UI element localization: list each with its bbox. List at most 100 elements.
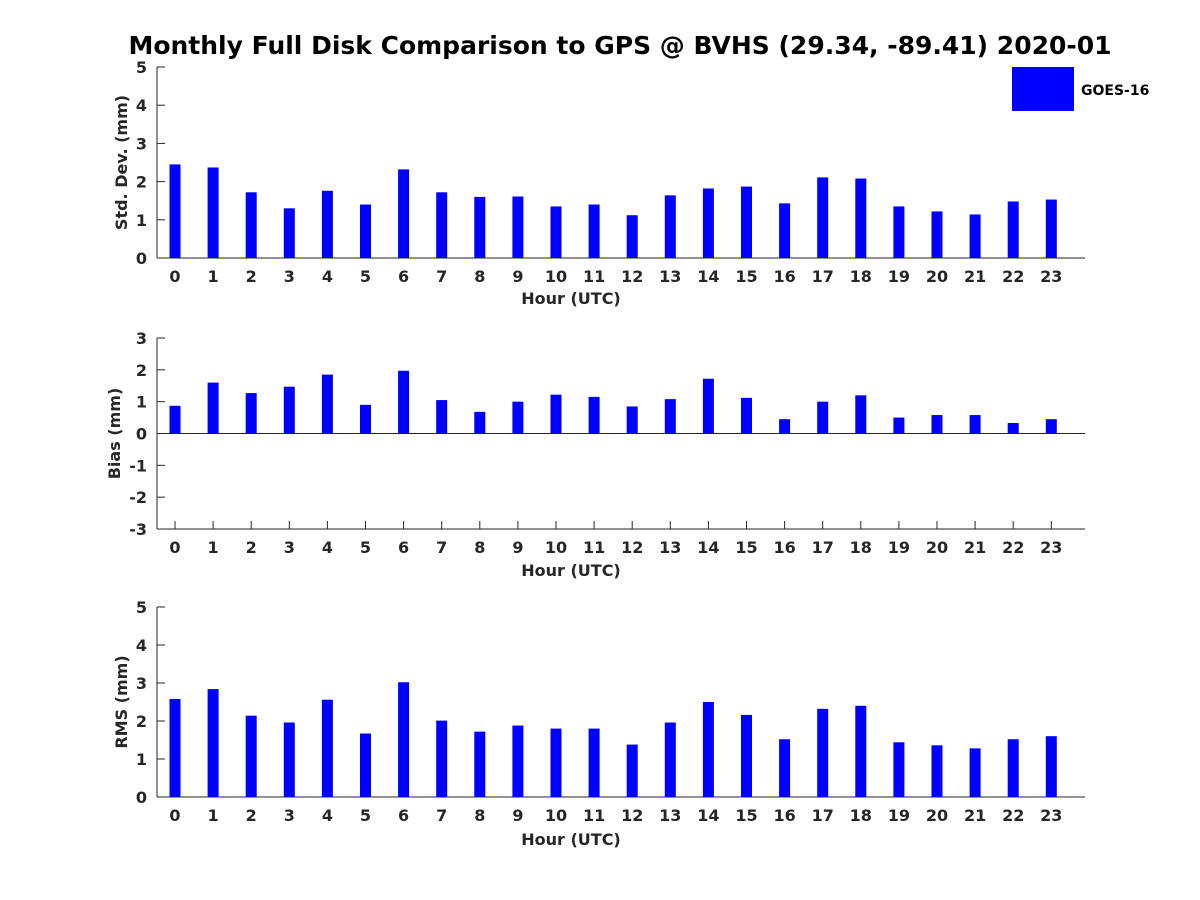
bar xyxy=(512,401,524,434)
x-tick-label: 7 xyxy=(436,806,447,825)
bar xyxy=(1045,736,1057,797)
x-tick-label: 16 xyxy=(773,267,795,286)
y-tick-label: 1 xyxy=(136,211,147,230)
bar xyxy=(1045,199,1057,258)
y-tick-label: 3 xyxy=(136,674,147,693)
bar xyxy=(321,374,333,434)
bar xyxy=(969,214,981,258)
x-tick-label: 13 xyxy=(659,538,681,557)
y-tick-label: 3 xyxy=(136,329,147,348)
y-tick-label: 3 xyxy=(136,134,147,153)
bar xyxy=(855,178,867,258)
bar xyxy=(474,411,486,434)
x-tick-label: 13 xyxy=(659,267,681,286)
bar xyxy=(207,382,219,434)
bar xyxy=(169,405,181,434)
y-tick-label: -2 xyxy=(129,488,147,507)
bar xyxy=(588,728,600,797)
x-tick-label: 4 xyxy=(322,538,333,557)
x-tick-label: 11 xyxy=(583,267,605,286)
bar xyxy=(931,415,943,434)
bar xyxy=(1007,201,1019,258)
y-tick-label: 0 xyxy=(136,425,147,444)
x-tick-label: 20 xyxy=(926,806,948,825)
x-tick-label: 0 xyxy=(169,538,180,557)
bar xyxy=(245,715,257,797)
bar xyxy=(512,725,524,797)
bar xyxy=(436,720,448,797)
x-tick-label: 5 xyxy=(360,806,371,825)
x-tick-label: 1 xyxy=(208,267,219,286)
bar xyxy=(664,195,676,258)
bar xyxy=(969,748,981,797)
bar xyxy=(321,699,333,797)
x-tick-label: 21 xyxy=(964,806,986,825)
bar xyxy=(817,401,829,434)
x-tick-label: 17 xyxy=(812,267,834,286)
x-tick-label: 23 xyxy=(1040,267,1062,286)
x-tick-label: 10 xyxy=(545,267,567,286)
bar xyxy=(169,698,181,797)
x-tick-label: 19 xyxy=(888,267,910,286)
x-tick-label: 19 xyxy=(888,806,910,825)
bar xyxy=(512,196,524,258)
bar xyxy=(855,395,867,434)
x-tick-label: 6 xyxy=(398,267,409,286)
bar xyxy=(360,404,371,434)
bar xyxy=(436,192,448,258)
x-tick-label: 18 xyxy=(850,538,872,557)
x-tick-label: 10 xyxy=(545,806,567,825)
legend-label: GOES-16 xyxy=(1081,83,1149,99)
x-tick-label: 16 xyxy=(773,806,795,825)
bar xyxy=(779,203,791,258)
x-tick-label: 3 xyxy=(284,806,295,825)
bar xyxy=(893,742,905,797)
x-tick-label: 15 xyxy=(735,806,757,825)
legend-swatch xyxy=(1012,67,1074,111)
x-tick-label: 0 xyxy=(169,806,180,825)
x-tick-label: 0 xyxy=(169,267,180,286)
y-axis-label: RMS (mm) xyxy=(112,655,131,748)
bar xyxy=(207,167,219,258)
x-tick-label: 7 xyxy=(436,267,447,286)
x-tick-label: 21 xyxy=(964,267,986,286)
x-tick-label: 20 xyxy=(926,267,948,286)
x-tick-label: 22 xyxy=(1002,267,1024,286)
x-tick-label: 6 xyxy=(398,806,409,825)
x-tick-label: 2 xyxy=(246,806,257,825)
bar xyxy=(626,744,638,797)
bar xyxy=(779,419,791,434)
bar xyxy=(702,378,714,434)
bar xyxy=(474,196,486,258)
x-tick-label: 12 xyxy=(621,538,643,557)
bar xyxy=(588,204,600,258)
bar xyxy=(702,188,714,258)
bar xyxy=(474,731,486,797)
x-tick-label: 15 xyxy=(735,538,757,557)
x-tick-label: 8 xyxy=(474,267,485,286)
bar xyxy=(779,739,791,797)
x-tick-label: 14 xyxy=(697,538,719,557)
bar xyxy=(550,394,562,434)
x-tick-label: 3 xyxy=(284,538,295,557)
bar xyxy=(893,206,905,258)
x-tick-label: 7 xyxy=(436,538,447,557)
bar xyxy=(741,714,752,797)
x-tick-label: 14 xyxy=(697,806,719,825)
bar xyxy=(702,702,714,797)
x-tick-label: 15 xyxy=(735,267,757,286)
legend: GOES-16 xyxy=(1012,67,1149,111)
x-tick-label: 5 xyxy=(360,267,371,286)
bar xyxy=(169,164,181,258)
x-tick-label: 8 xyxy=(474,806,485,825)
bar xyxy=(931,745,943,797)
x-tick-label: 23 xyxy=(1040,806,1062,825)
y-tick-label: 5 xyxy=(136,598,147,617)
y-tick-label: 2 xyxy=(136,173,147,192)
x-tick-label: 16 xyxy=(773,538,795,557)
x-tick-label: 12 xyxy=(621,806,643,825)
x-tick-label: 18 xyxy=(850,267,872,286)
x-tick-label: 1 xyxy=(208,806,219,825)
y-tick-label: 2 xyxy=(136,361,147,380)
